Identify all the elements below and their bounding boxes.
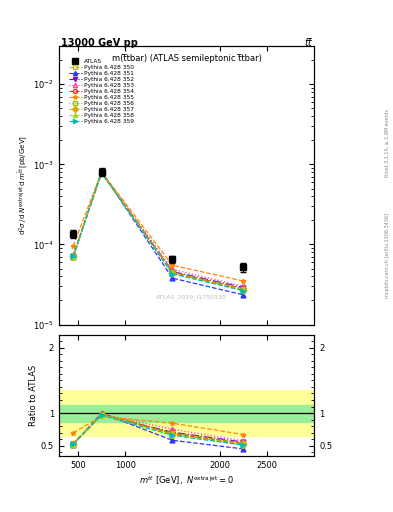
- Pythia 6.428 352: [170, 268, 175, 274]
- Legend: ATLAS, Pythia 6.428 350, Pythia 6.428 351, Pythia 6.428 352, Pythia 6.428 353, P: ATLAS, Pythia 6.428 350, Pythia 6.428 35…: [66, 57, 136, 126]
- Pythia 6.428 350: [99, 169, 104, 175]
- Pythia 6.428 354: [71, 253, 75, 260]
- Pythia 6.428 352: [99, 169, 104, 176]
- Line: Pythia 6.428 354: Pythia 6.428 354: [71, 170, 246, 292]
- Line: Pythia 6.428 355: Pythia 6.428 355: [71, 169, 246, 284]
- Text: m(t̅tbar) (ATLAS semileptonic t̅tbar): m(t̅tbar) (ATLAS semileptonic t̅tbar): [112, 54, 262, 63]
- Pythia 6.428 359: [71, 253, 75, 260]
- Y-axis label: Ratio to ATLAS: Ratio to ATLAS: [29, 365, 38, 426]
- Pythia 6.428 356: [170, 269, 175, 275]
- Bar: [59, 390, 314, 436]
- Pythia 6.428 357: [71, 253, 75, 259]
- Pythia 6.428 357: [170, 270, 175, 276]
- Pythia 6.428 355: [99, 168, 104, 175]
- Pythia 6.428 355: [71, 243, 75, 249]
- Pythia 6.428 350: [71, 253, 75, 259]
- Pythia 6.428 351: [170, 275, 175, 281]
- Pythia 6.428 353: [71, 253, 75, 259]
- Pythia 6.428 353: [241, 283, 246, 289]
- Pythia 6.428 358: [71, 254, 75, 260]
- Pythia 6.428 356: [241, 286, 246, 292]
- Pythia 6.428 359: [241, 288, 246, 294]
- Pythia 6.428 352: [241, 285, 246, 291]
- Pythia 6.428 359: [170, 271, 175, 277]
- Pythia 6.428 350: [170, 269, 175, 275]
- Line: Pythia 6.428 356: Pythia 6.428 356: [71, 170, 246, 291]
- Line: Pythia 6.428 358: Pythia 6.428 358: [71, 170, 246, 293]
- Text: tt̅: tt̅: [305, 38, 312, 49]
- Line: Pythia 6.428 351: Pythia 6.428 351: [71, 169, 246, 297]
- Text: Rivet 3.1.10, ≥ 1.9M events: Rivet 3.1.10, ≥ 1.9M events: [385, 109, 389, 178]
- Pythia 6.428 357: [99, 169, 104, 176]
- Line: Pythia 6.428 350: Pythia 6.428 350: [71, 170, 246, 291]
- Text: ATLAS_2019_I1750330: ATLAS_2019_I1750330: [156, 294, 227, 300]
- Pythia 6.428 356: [71, 253, 75, 259]
- Pythia 6.428 359: [99, 170, 104, 176]
- Pythia 6.428 357: [241, 287, 246, 293]
- X-axis label: $m^{\bar{t}t}\ \mathrm{[GeV]},\ N^{\mathrm{extra\,jet}}=0$: $m^{\bar{t}t}\ \mathrm{[GeV]},\ N^{\math…: [139, 472, 234, 487]
- Pythia 6.428 354: [99, 169, 104, 176]
- Pythia 6.428 351: [241, 292, 246, 298]
- Pythia 6.428 354: [241, 286, 246, 292]
- Text: mcplots.cern.ch [arXiv:1306.3436]: mcplots.cern.ch [arXiv:1306.3436]: [385, 214, 389, 298]
- Pythia 6.428 354: [170, 269, 175, 275]
- Pythia 6.428 352: [71, 253, 75, 260]
- Line: Pythia 6.428 357: Pythia 6.428 357: [71, 170, 246, 292]
- Text: 13000 GeV pp: 13000 GeV pp: [61, 38, 138, 49]
- Pythia 6.428 355: [170, 262, 175, 268]
- Pythia 6.428 353: [170, 266, 175, 272]
- Line: Pythia 6.428 359: Pythia 6.428 359: [71, 170, 246, 293]
- Pythia 6.428 355: [241, 278, 246, 284]
- Line: Pythia 6.428 352: Pythia 6.428 352: [71, 170, 246, 290]
- Pythia 6.428 350: [241, 286, 246, 292]
- Pythia 6.428 358: [241, 287, 246, 293]
- Y-axis label: $\mathrm{d}^2\sigma\,/\,\mathrm{d}\,N^{\mathrm{extra\,jet}}\,\mathrm{d}\,m^{\bar: $\mathrm{d}^2\sigma\,/\,\mathrm{d}\,N^{\…: [17, 135, 30, 236]
- Bar: [59, 406, 314, 422]
- Line: Pythia 6.428 353: Pythia 6.428 353: [71, 170, 246, 289]
- Pythia 6.428 356: [99, 169, 104, 175]
- Pythia 6.428 351: [99, 168, 104, 175]
- Pythia 6.428 353: [99, 169, 104, 175]
- Pythia 6.428 358: [170, 270, 175, 276]
- Pythia 6.428 351: [71, 254, 75, 260]
- Pythia 6.428 358: [99, 170, 104, 176]
